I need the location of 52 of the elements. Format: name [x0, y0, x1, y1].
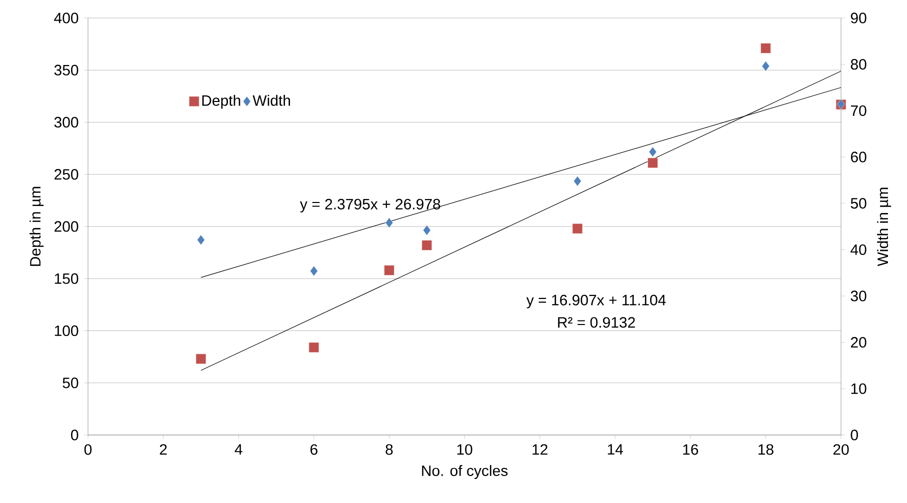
- x-tick-label: 6: [310, 444, 318, 455]
- y2-axis-title: Width in µm: [877, 188, 892, 266]
- point: [310, 266, 318, 276]
- y-tick-label: 100: [54, 325, 78, 336]
- y-tick-label: 50: [62, 378, 78, 388]
- y2-tick-label: 80: [850, 59, 866, 70]
- x-tick-label: 14: [608, 444, 624, 455]
- y-tick-label: 350: [54, 64, 78, 76]
- y2-tick-label: 0: [850, 430, 858, 440]
- x-tick-label: 2: [160, 444, 167, 455]
- point: [760, 43, 771, 54]
- y2-tick-label: 50: [850, 198, 866, 209]
- y2-tick-label: 10: [851, 383, 866, 394]
- x-axis-title: No. of cycles: [422, 465, 508, 479]
- x-tick-label: 8: [386, 444, 393, 455]
- y-tick-label: 150: [54, 273, 78, 284]
- point: [422, 240, 432, 250]
- point: [197, 234, 205, 246]
- legend-label: Width: [252, 94, 290, 106]
- y-tick-label: 300: [54, 116, 78, 128]
- point: [574, 176, 582, 186]
- legend-label: Depth: [202, 94, 240, 109]
- y2-tick-label: 20: [850, 337, 866, 348]
- annotation: y = 16.907x + 11.104: [526, 294, 666, 308]
- annotation: y = 2.3795x + 26.978: [300, 198, 440, 212]
- y-tick-label: 400: [54, 12, 78, 24]
- point: [385, 218, 394, 228]
- point: [196, 354, 206, 364]
- point: [422, 225, 431, 236]
- point: [648, 158, 658, 168]
- point: [648, 146, 657, 158]
- x-tick-label: 18: [758, 444, 774, 455]
- y2-tick-label: 70: [850, 105, 866, 116]
- y-tick-label: 0: [71, 430, 78, 440]
- y-axis-title: Depth in µm: [30, 186, 44, 266]
- point: [384, 265, 394, 276]
- x-tick-label: 10: [457, 444, 472, 455]
- y2-tick-label: 30: [850, 290, 866, 302]
- y-tick-label: 200: [54, 221, 78, 232]
- x-tick-label: 12: [532, 444, 548, 455]
- y-tick-label: 250: [54, 169, 78, 180]
- x-tick-label: 4: [234, 444, 242, 455]
- y2-tick-label: 60: [850, 152, 866, 162]
- x-tick-label: 20: [833, 444, 849, 455]
- y2-tick-label: 40: [850, 244, 866, 255]
- y2-tick-label: 90: [850, 12, 866, 24]
- x-tick-label: 16: [683, 444, 698, 455]
- point: [308, 342, 320, 353]
- point: [762, 61, 770, 72]
- annotation: R² = 0.9132: [558, 317, 635, 328]
- point: [572, 223, 583, 234]
- x-tick-label: 0: [84, 444, 92, 455]
